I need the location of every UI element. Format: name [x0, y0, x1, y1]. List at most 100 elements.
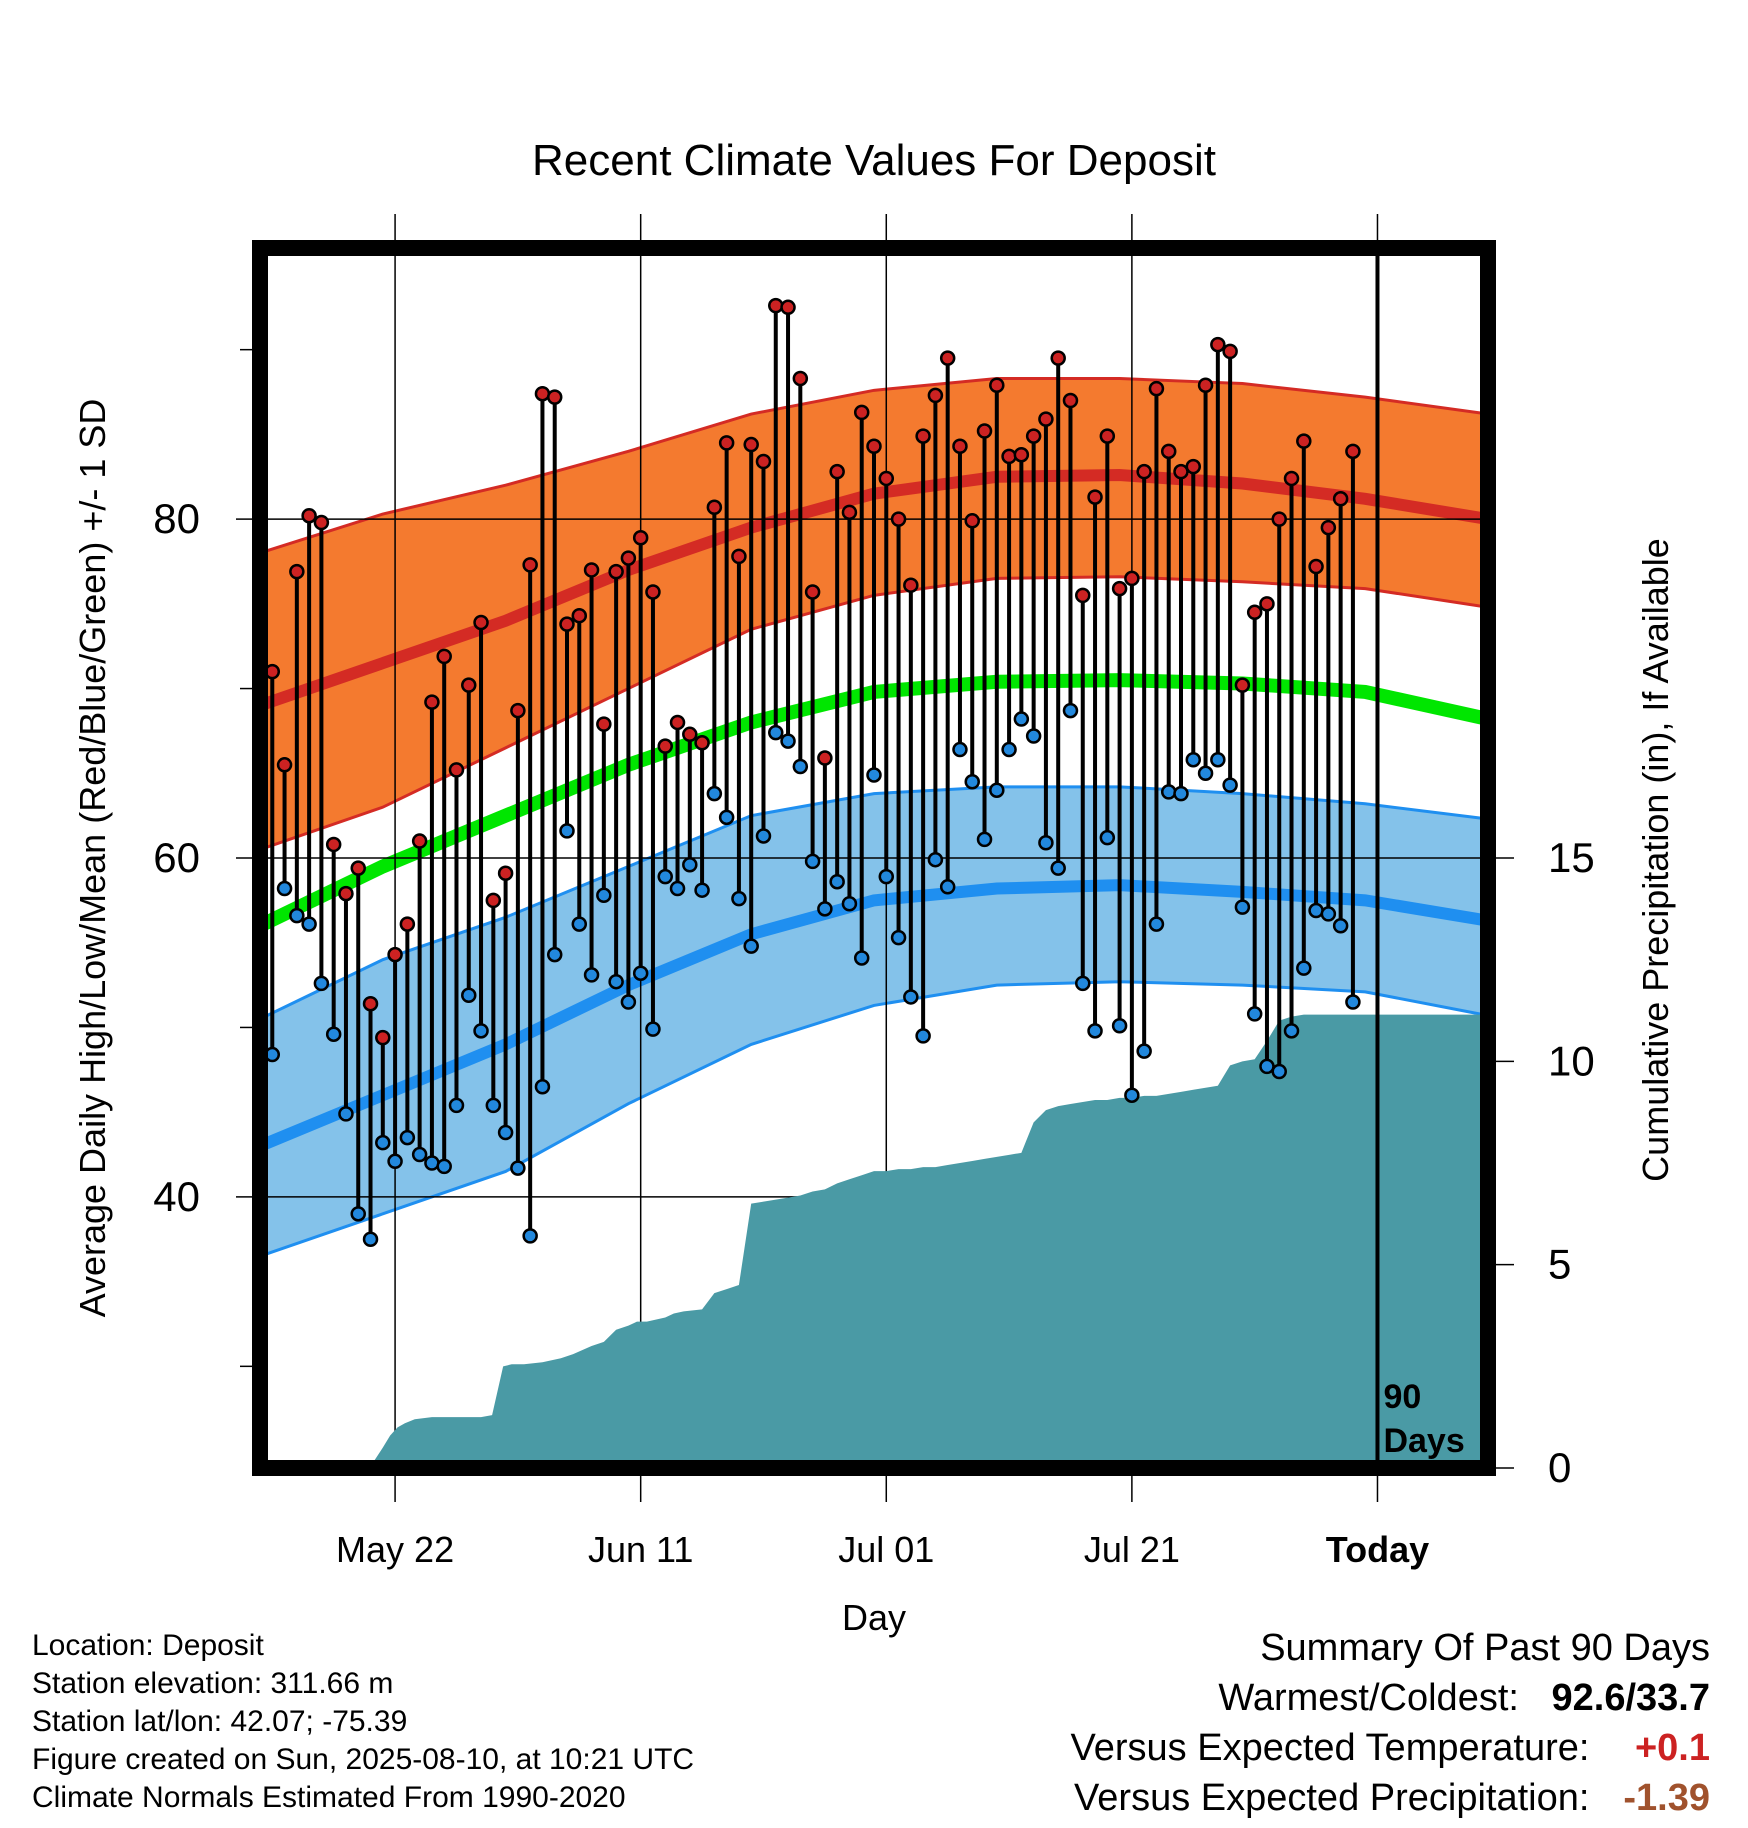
- daily-high-point: [522, 557, 538, 573]
- daily-low-point: [510, 1160, 526, 1176]
- y-axis-label: Average Daily High/Low/Mean (Red/Blue/Gr…: [72, 399, 113, 1318]
- y-axis-label-group: Average Daily High/Low/Mean (Red/Blue/Gr…: [72, 399, 113, 1318]
- daily-high-point: [792, 370, 809, 387]
- daily-low-point: [989, 782, 1005, 798]
- daily-low-point: [1246, 1006, 1263, 1022]
- y2-axis-label: Cumulative Precipitation (in), If Availa…: [1635, 538, 1676, 1182]
- daily-low-point: [583, 967, 600, 983]
- plot-frame: [252, 240, 1496, 1476]
- daily-high-point: [1148, 380, 1165, 397]
- daily-low-point: [645, 1021, 661, 1037]
- elevation-text: Station elevation: 311.66 m: [32, 1667, 394, 1700]
- daily-low-point: [755, 828, 772, 844]
- daily-low-point: [1124, 1087, 1140, 1103]
- daily-low-point: [448, 1097, 465, 1114]
- daily-low-point: [1087, 1023, 1103, 1039]
- daily-high-point: [497, 865, 514, 881]
- daily-low-point: [387, 1153, 403, 1170]
- daily-low-point: [1099, 829, 1116, 846]
- daily-high-point: [313, 514, 330, 531]
- daily-high-point: [1283, 470, 1300, 487]
- daily-high-point: [1271, 511, 1287, 527]
- latlon-text: Station lat/lon: 42.07; -75.39: [32, 1705, 408, 1738]
- daily-low-point: [325, 1026, 342, 1042]
- chart-title: Recent Climate Values For Deposit: [532, 136, 1216, 185]
- daily-high-point: [1111, 580, 1128, 597]
- daily-high-point: [927, 387, 944, 404]
- daily-low-point: [1148, 916, 1165, 932]
- daily-high-point: [866, 438, 882, 454]
- today-annotation-number: 90: [1383, 1378, 1421, 1416]
- daily-low-point: [657, 868, 673, 885]
- daily-low-point: [632, 965, 649, 981]
- daily-high-point: [596, 716, 612, 732]
- daily-low-point: [829, 873, 845, 890]
- low-sd-band: [260, 786, 1488, 1257]
- daily-high-point: [694, 735, 710, 751]
- daily-high-point: [1222, 343, 1238, 360]
- daily-high-point: [1136, 463, 1152, 480]
- daily-low-point: [731, 890, 747, 907]
- daily-high-point: [853, 404, 870, 421]
- daily-low-point: [571, 916, 588, 932]
- daily-low-point: [1136, 1043, 1152, 1059]
- daily-low-point: [338, 1106, 354, 1122]
- daily-high-point: [1001, 448, 1017, 465]
- daily-high-point: [682, 726, 698, 743]
- daily-low-point: [436, 1158, 452, 1175]
- daily-low-point: [497, 1124, 514, 1141]
- daily-low-point: [362, 1231, 379, 1247]
- daily-high-point: [571, 607, 588, 624]
- daily-high-point: [669, 714, 686, 731]
- daily-low-point: [1013, 711, 1030, 727]
- plot-overlay: 90 Days: [1375, 248, 1465, 1468]
- daily-low-point: [276, 880, 293, 897]
- precipitation-value: -1.39: [1623, 1777, 1710, 1819]
- daily-high-point: [1320, 519, 1337, 536]
- daily-high-point: [289, 563, 305, 580]
- daily-low-point: [1001, 741, 1017, 758]
- daily-high-point: [1062, 392, 1079, 409]
- daily-high-point: [1259, 596, 1275, 612]
- daily-low-point: [485, 1097, 502, 1114]
- daily-low-point: [792, 758, 809, 775]
- daily-low-point: [903, 989, 919, 1005]
- low-sd-band-lower-edge: [260, 980, 1488, 1258]
- daily-high-point: [964, 513, 980, 529]
- daily-low-point: [768, 724, 784, 741]
- daily-high-point: [952, 438, 968, 454]
- daily-high-point: [620, 550, 637, 566]
- x-tick-label: Jun 11: [588, 1529, 693, 1570]
- daily-high-point: [878, 470, 895, 487]
- daily-low-point: [534, 1079, 551, 1095]
- y2-tick-label: 10: [1548, 1037, 1595, 1084]
- daily-low-point: [878, 868, 895, 885]
- summary-panel: Summary Of Past 90 Days Warmest/Coldest:…: [1071, 1623, 1710, 1823]
- daily-low-point: [1222, 777, 1238, 793]
- daily-high-point: [1332, 491, 1349, 507]
- daily-high-point: [1013, 446, 1030, 463]
- daily-low-point: [952, 741, 968, 758]
- daily-high-point: [350, 860, 366, 876]
- y-tick-label: 80: [153, 495, 200, 542]
- daily-high-point: [387, 946, 403, 963]
- normals-text: Climate Normals Estimated From 1990-2020: [32, 1781, 626, 1814]
- daily-high-point: [804, 584, 821, 600]
- daily-high-point: [362, 995, 379, 1012]
- daily-high-point: [841, 504, 858, 521]
- x-axis-label: Day: [842, 1597, 906, 1638]
- daily-low-point: [718, 809, 735, 826]
- daily-high-point: [448, 762, 465, 778]
- normal-low-line: [260, 879, 1488, 1152]
- daily-high-point: [399, 916, 416, 932]
- created-text: Figure created on Sun, 2025-08-10, at 10…: [32, 1743, 695, 1776]
- daily-high-point: [473, 614, 489, 631]
- daily-high-point: [1038, 411, 1054, 427]
- daily-low-point: [1111, 1018, 1128, 1034]
- daily-low-point: [1197, 765, 1214, 782]
- daily-high-point: [1308, 558, 1324, 575]
- summary-temperature: Versus Expected Temperature: +0.1: [1071, 1723, 1710, 1773]
- daily-high-point: [768, 297, 784, 314]
- daily-low-point: [1283, 1023, 1300, 1039]
- daily-low-point: [694, 882, 710, 898]
